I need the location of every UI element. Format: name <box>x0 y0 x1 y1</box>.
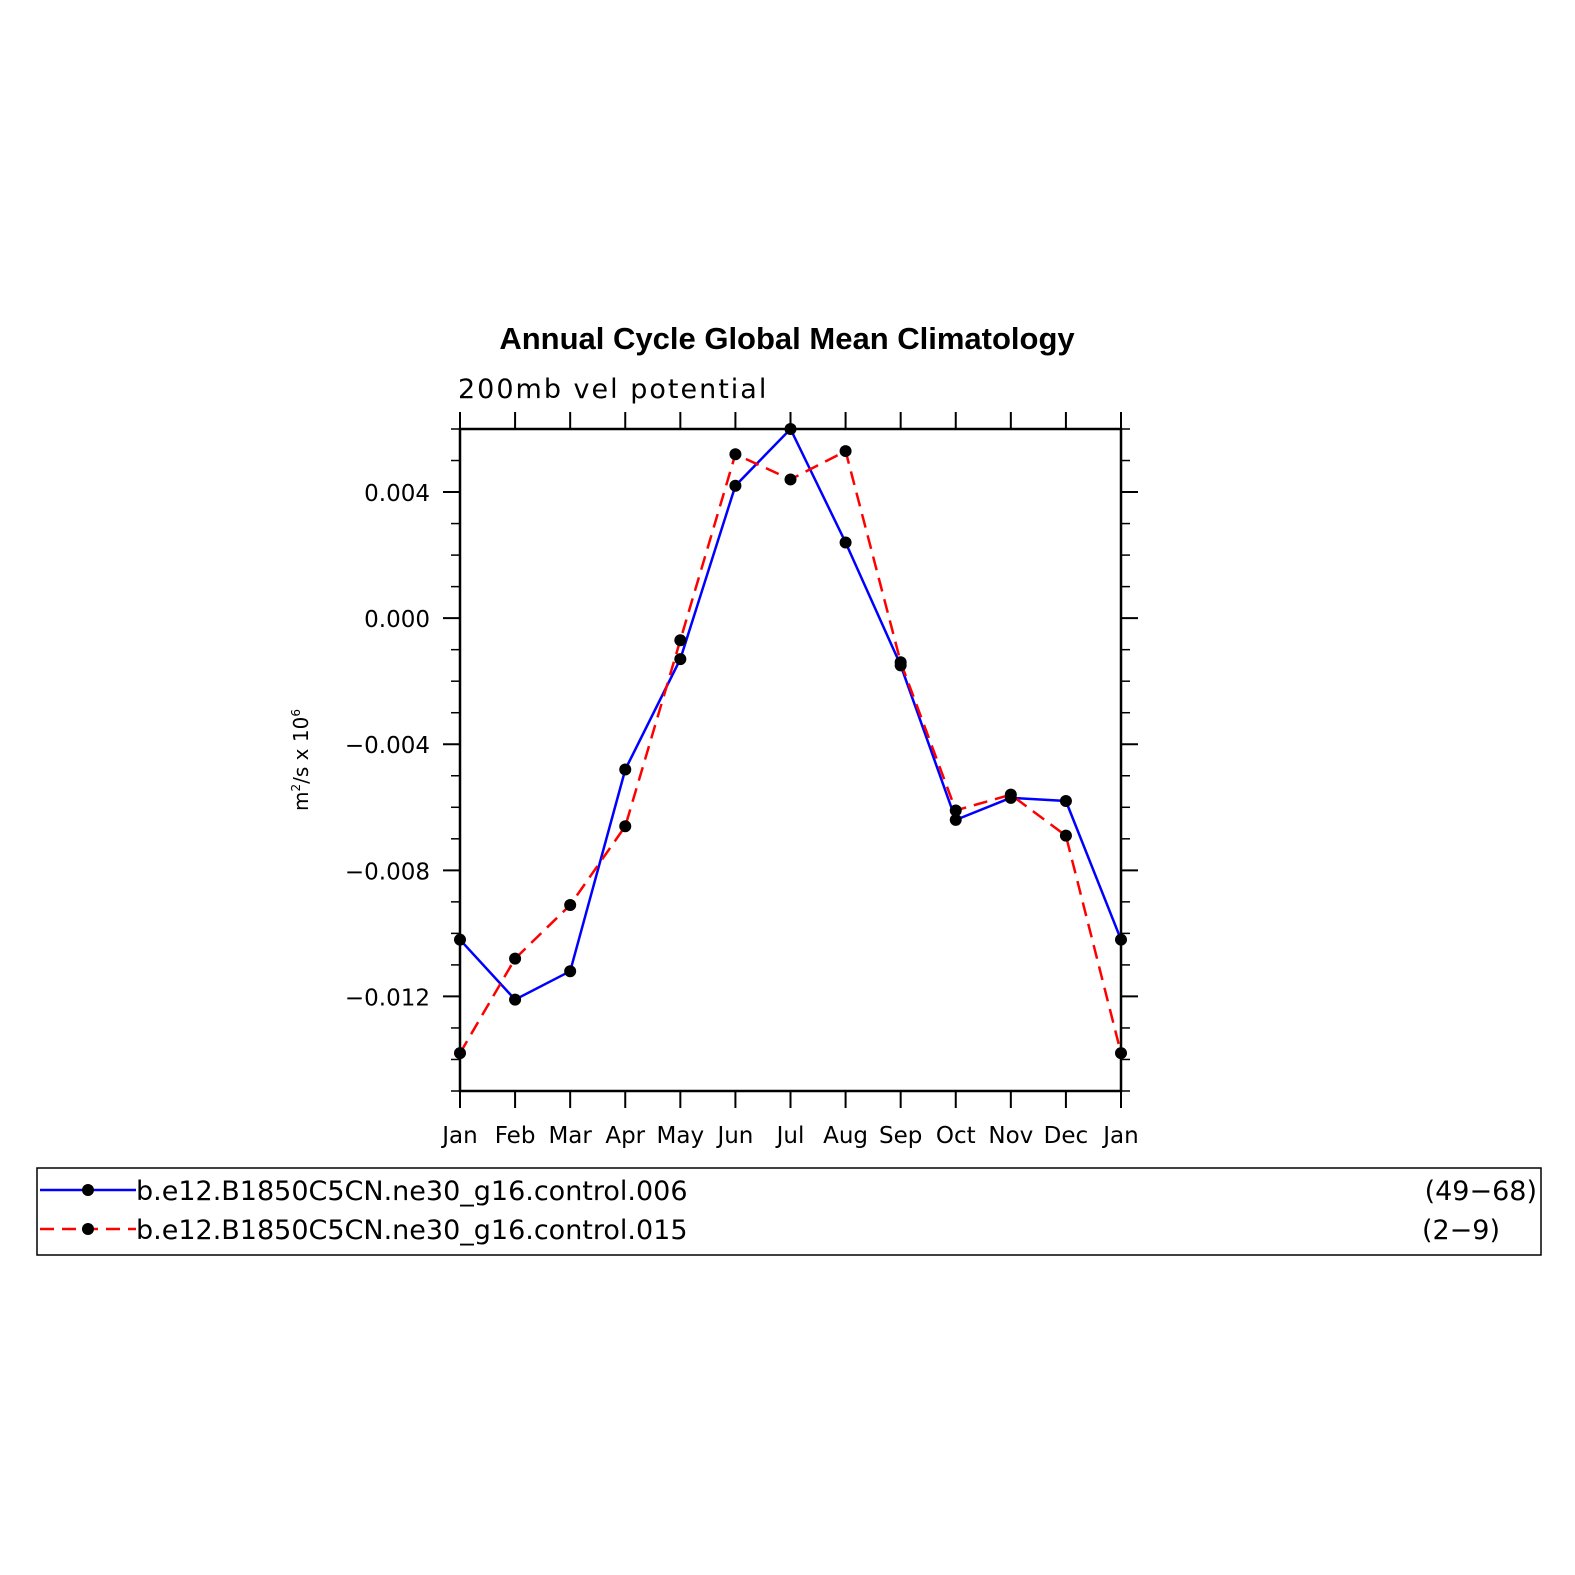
x-tick-label: Dec <box>1044 1123 1089 1149</box>
series-2-point <box>784 473 797 486</box>
series-1-point <box>619 763 632 776</box>
series-2-point <box>674 634 687 647</box>
series-1-point <box>454 933 466 946</box>
legend-label-1: b.e12.B1850C5CN.ne30_g16.control.006 <box>136 1176 688 1207</box>
x-tick-label: Apr <box>605 1123 645 1149</box>
x-tick-label: Aug <box>823 1123 868 1149</box>
x-tick-label: Jun <box>715 1123 753 1149</box>
legend-years-1: (49−68) <box>1425 1176 1537 1207</box>
series-1-point <box>949 813 962 826</box>
series-2-point <box>1115 1047 1127 1060</box>
series-1-point <box>729 479 742 492</box>
series-1-point <box>564 965 577 978</box>
x-tick-label: Sep <box>879 1123 922 1149</box>
series-2-point <box>894 656 907 669</box>
series-1-point <box>1115 933 1127 946</box>
plot-frame <box>458 427 1123 1093</box>
series-layer <box>454 423 1127 1060</box>
y-tick-label: 0.004 <box>364 481 430 507</box>
series-1-point <box>509 993 522 1006</box>
x-tick-label: Jan <box>440 1123 477 1149</box>
x-tick-label: Nov <box>988 1123 1033 1149</box>
series-2-point <box>729 448 742 461</box>
series-1-point <box>784 423 797 435</box>
series-2-point <box>619 820 632 833</box>
series-1-point <box>1059 794 1072 807</box>
series-line-1 <box>459 426 1123 1002</box>
x-tick-label: Jul <box>775 1123 805 1149</box>
y-tick-label: −0.004 <box>345 733 430 759</box>
y-tick-label: 0.000 <box>364 607 430 633</box>
y-axis-label: m2/s x 106 <box>289 709 313 811</box>
series-2-point <box>1004 788 1017 801</box>
legend-marker-1 <box>82 1184 94 1196</box>
axes: Jan Feb Mar Apr May Jun Jul Aug Sep Oct Nov Dec Jan 0… <box>345 412 1139 1149</box>
series-2-point <box>839 445 852 458</box>
series-1-point <box>839 536 852 549</box>
y-tick-label: −0.012 <box>345 985 430 1011</box>
chart-subtitle: 200mb vel potential <box>458 374 768 405</box>
series-line-2 <box>458 449 1123 1054</box>
chart-title: Annual Cycle Global Mean Climatology <box>499 321 1075 356</box>
x-tick-label: Jan <box>1101 1123 1138 1149</box>
legend-years-2: (2−9) <box>1422 1215 1500 1246</box>
series-2-point <box>564 899 577 912</box>
y-tick-label: −0.008 <box>345 859 430 885</box>
series-2-point <box>509 952 522 965</box>
x-tick-label: Oct <box>936 1123 976 1149</box>
series-1-point <box>674 653 687 666</box>
legend-marker-2 <box>82 1223 94 1235</box>
x-tick-label: May <box>657 1123 705 1149</box>
series-2-point <box>1059 829 1072 842</box>
legend-label-2: b.e12.B1850C5CN.ne30_g16.control.015 <box>136 1215 688 1246</box>
series-2-point <box>454 1047 466 1060</box>
legend-box <box>36 1167 1542 1256</box>
x-tick-label: Feb <box>495 1123 536 1149</box>
legend-entry-2: b.e12.B1850C5CN.ne30_g16.control.015 (2−… <box>40 1215 1500 1246</box>
x-tick-label: Mar <box>548 1123 592 1149</box>
series-2-point <box>949 804 962 817</box>
legend-entry-1: b.e12.B1850C5CN.ne30_g16.control.006 (49… <box>40 1176 1537 1207</box>
